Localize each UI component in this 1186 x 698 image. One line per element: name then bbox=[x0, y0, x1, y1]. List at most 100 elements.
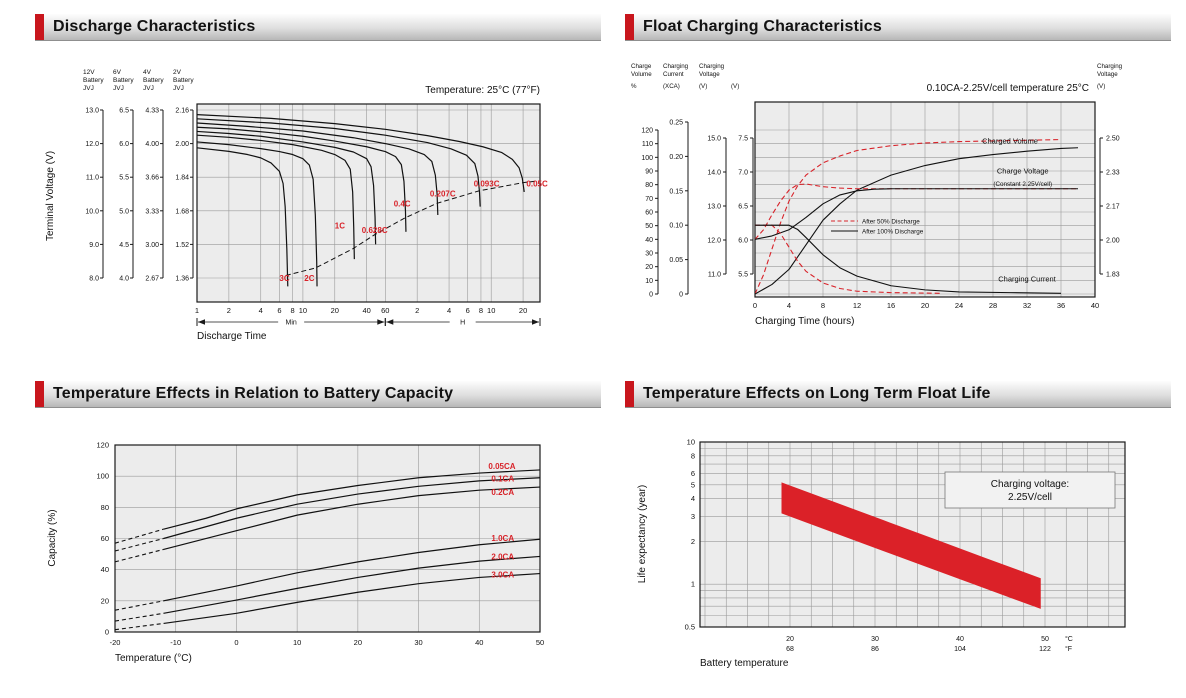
x-tick-label-celsius: 30 bbox=[871, 636, 879, 643]
capacity-curve-dashed bbox=[115, 600, 164, 611]
capacity-curve bbox=[163, 572, 540, 625]
x-tick-label: 60 bbox=[381, 306, 389, 315]
y-tick-label: 1.52 bbox=[175, 242, 189, 249]
x-tick-label: 8 bbox=[479, 306, 483, 315]
y-tick-label: 6.0 bbox=[119, 141, 129, 148]
section-title: Float Charging Characteristics bbox=[643, 18, 882, 35]
y-tick-label: 4.0 bbox=[119, 276, 129, 283]
y-tick-label: 2 bbox=[691, 537, 695, 546]
x-tick-label-fahrenheit: 122 bbox=[1039, 646, 1051, 653]
x-axis-title: Battery temperature bbox=[700, 658, 789, 669]
y-tick-label: 1.83 bbox=[1106, 272, 1120, 279]
y-axis-header: 4V bbox=[143, 69, 152, 76]
y-axis-header: Volume bbox=[631, 71, 652, 78]
x-tick-label: 10 bbox=[293, 638, 301, 647]
y-tick-label: 12.0 bbox=[85, 141, 99, 148]
x-axis-title: Temperature (°C) bbox=[115, 653, 192, 664]
curve-label: 3.0CA bbox=[491, 570, 514, 579]
x-tick-label: 20 bbox=[331, 306, 339, 315]
y-tick-label: 2.50 bbox=[1106, 136, 1120, 143]
annotation-box bbox=[944, 471, 1116, 509]
y-tick-label: 0 bbox=[649, 292, 653, 299]
y-axis-header: Current bbox=[663, 71, 684, 78]
section-title: Temperature Effects on Long Term Float L… bbox=[643, 385, 991, 402]
chart-annotation: 0.10CA-2.25V/cell temperature 25°C bbox=[927, 83, 1089, 94]
discharge-curve bbox=[197, 118, 481, 207]
y-tick-label: 3.66 bbox=[145, 175, 159, 182]
y-tick-label: 10 bbox=[645, 278, 653, 285]
float-life-chart: 1086543210.5206830864010450122°C°FChargi… bbox=[637, 438, 1126, 669]
legend-label: After 100% Discharge bbox=[862, 229, 924, 236]
curve-label: 2C bbox=[304, 274, 314, 283]
right-axis-header: Voltage bbox=[1097, 71, 1118, 78]
y-axis-header: JVJ bbox=[83, 85, 94, 92]
charged-volume-after-50-curve bbox=[755, 139, 1062, 295]
y-tick-label: 3.33 bbox=[145, 208, 159, 215]
y-tick-label: 0.15 bbox=[669, 188, 683, 195]
x-tick-label-celsius: 50 bbox=[1041, 636, 1049, 643]
float-life-panel: Temperature Effects on Long Term Float L… bbox=[625, 381, 1171, 698]
x-tick-label: 20 bbox=[354, 638, 362, 647]
capacity-curve-dashed bbox=[115, 622, 164, 631]
float-life-band bbox=[781, 482, 1041, 609]
x-tick-label-fahrenheit: 68 bbox=[786, 646, 794, 653]
x-tick-label-celsius: 40 bbox=[956, 636, 964, 643]
title-red-accent bbox=[35, 381, 44, 407]
legend-label: After 50% Discharge bbox=[862, 219, 920, 226]
x-tick-label: 16 bbox=[887, 301, 895, 310]
section-title-bar: Discharge Characteristics bbox=[35, 14, 601, 41]
y-axis-header: JVJ bbox=[113, 85, 124, 92]
capacity-curve-dashed bbox=[115, 548, 164, 563]
y-axis-header: JVJ bbox=[173, 85, 184, 92]
y-axis-unit: (V) bbox=[731, 83, 739, 90]
y-axis-title: Capacity (%) bbox=[47, 509, 58, 566]
capacity-curve bbox=[163, 477, 540, 540]
y-tick-label: 11.0 bbox=[86, 175, 99, 182]
x-tick-label-celsius: 20 bbox=[786, 636, 794, 643]
y-tick-label: 7.5 bbox=[738, 136, 748, 143]
charging-current-after-50-curve bbox=[755, 224, 943, 294]
curve-label: 0.1CA bbox=[491, 475, 514, 484]
capacity-curve-dashed bbox=[115, 528, 164, 544]
y-tick-label: 5 bbox=[691, 480, 695, 489]
y-tick-label: 6.5 bbox=[738, 204, 748, 211]
arrow-head bbox=[198, 319, 205, 325]
y-axis-unit: % bbox=[631, 83, 637, 90]
y-tick-label: 2.00 bbox=[175, 141, 189, 148]
x-range-label: Min bbox=[286, 320, 297, 327]
section-title: Discharge Characteristics bbox=[53, 18, 256, 35]
y-tick-label: 5.0 bbox=[119, 208, 129, 215]
x-tick-label: 10 bbox=[487, 306, 495, 315]
curve-label: 0.2CA bbox=[491, 488, 514, 497]
x-tick-label: 40 bbox=[1091, 301, 1099, 310]
y-axis-header: 6V bbox=[113, 69, 122, 76]
plot-border bbox=[196, 103, 541, 303]
y-tick-label: 6.0 bbox=[738, 238, 748, 245]
x-tick-label: 28 bbox=[989, 301, 997, 310]
y-tick-label: 100 bbox=[641, 155, 653, 162]
x-axis-title: Charging Time (hours) bbox=[755, 316, 854, 327]
discharge-characteristics-chart: 1 2 4 6 8 10 20 40 60 2 4 6 8 10 2012VBatteryJVJ13.012… bbox=[45, 69, 548, 342]
plot-border bbox=[699, 441, 1126, 628]
section-title-bar: Temperature Effects on Long Term Float L… bbox=[625, 381, 1171, 408]
y-axis-title: Terminal Voltage (V) bbox=[45, 151, 56, 241]
y-tick-label: 1.84 bbox=[175, 175, 189, 182]
x-tick-label: 1 bbox=[195, 306, 199, 315]
y-tick-label: 20 bbox=[101, 596, 109, 605]
section-title: Temperature Effects in Relation to Batte… bbox=[53, 385, 454, 402]
y-tick-label: 120 bbox=[641, 128, 653, 135]
y-axis-header: 12V bbox=[83, 69, 95, 76]
y-tick-label: 2.33 bbox=[1106, 170, 1120, 177]
y-tick-label: 50 bbox=[645, 223, 653, 230]
y-tick-label: 30 bbox=[645, 251, 653, 258]
curve-label: 1C bbox=[335, 222, 345, 231]
y-tick-label: 8.0 bbox=[89, 276, 99, 283]
capacity-curve bbox=[163, 555, 540, 614]
right-axis-unit: (V) bbox=[1097, 83, 1105, 90]
annotation-line: 2.25V/cell bbox=[1008, 492, 1052, 503]
y-tick-label: 0.05 bbox=[669, 257, 683, 264]
y-tick-label: 4.5 bbox=[119, 242, 129, 249]
curve-label: (Constant 2.25V/cell) bbox=[993, 181, 1052, 188]
x-tick-label: 6 bbox=[466, 306, 470, 315]
